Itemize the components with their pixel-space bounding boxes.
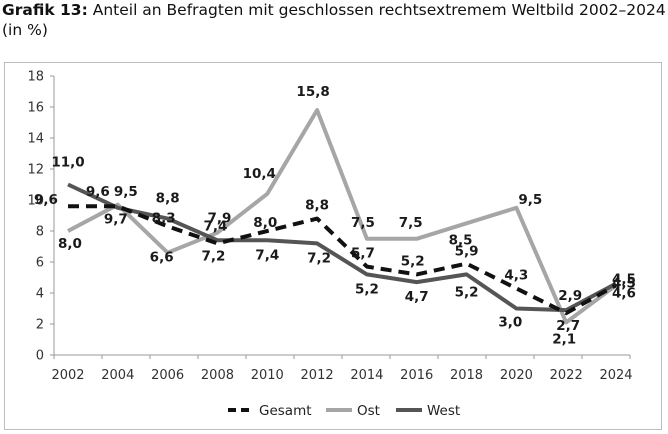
data-label-west: 7,2	[307, 250, 331, 266]
chart-subtitle: (in %)	[2, 21, 48, 39]
y-tick-label: 0	[36, 349, 44, 364]
data-label-gesamt: 5,7	[351, 246, 375, 262]
x-tick-label: 2004	[101, 368, 134, 383]
data-label-ost: 10,4	[243, 166, 276, 182]
data-label-gesamt: 7,2	[201, 248, 225, 264]
x-tick-label: 2010	[251, 368, 284, 383]
x-tick-label: 2012	[301, 368, 334, 383]
y-tick-label: 10	[27, 194, 44, 209]
data-label-ost: 2,1	[552, 331, 576, 347]
data-label-ost: 4,5	[612, 275, 636, 291]
data-label-ost: 9,7	[104, 212, 128, 228]
y-tick-label: 8	[36, 225, 44, 240]
series-line-gesamt	[68, 204, 617, 316]
x-tick-label: 2008	[201, 368, 234, 383]
data-label-west: 7,4	[203, 218, 227, 234]
data-label-ost: 7,5	[399, 215, 423, 231]
x-tick-label: 2022	[550, 368, 583, 383]
y-tick-label: 16	[27, 101, 44, 116]
y-tick-label: 6	[36, 256, 44, 271]
data-label-ost: 7,5	[351, 215, 375, 231]
x-tick-label: 2014	[350, 368, 383, 383]
data-label-west: 9,5	[114, 184, 138, 200]
data-label-ost: 8,5	[449, 232, 473, 248]
data-label-gesamt: 8,3	[152, 210, 176, 226]
x-tick-label: 2020	[500, 368, 533, 383]
data-label-gesamt: 9,6	[86, 184, 110, 200]
x-tick-label: 2018	[450, 368, 483, 383]
data-label-ost: 7,9	[207, 211, 231, 227]
legend-label-gesamt: Gesamt	[259, 403, 312, 419]
data-label-west: 5,2	[355, 281, 379, 297]
data-label-west: 4,7	[405, 289, 429, 305]
data-label-gesamt: 4,5	[612, 271, 636, 287]
x-tick-label: 2002	[51, 368, 84, 383]
data-label-ost: 9,5	[518, 192, 542, 208]
legend-label-west: West	[427, 403, 460, 419]
series-line-ost	[67, 108, 618, 325]
series-layer	[67, 108, 618, 325]
data-label-layer: 9,6 9,6 8,3 7,2 8,0 8,8 5,7 5,2 5,9 4,3 2,7 4,5 8,0 9…	[34, 84, 636, 347]
data-label-gesamt: 2,7	[556, 318, 580, 334]
legend: Gesamt Ost West	[228, 403, 460, 419]
data-label-west: 7,4	[255, 247, 279, 263]
data-label-ost: 6,6	[150, 250, 174, 266]
data-label-west: 5,2	[455, 284, 479, 300]
y-tick-label: 14	[27, 132, 44, 147]
data-label-gesamt: 5,9	[455, 244, 479, 260]
chart-frame	[4, 62, 662, 430]
y-tick-label: 18	[27, 70, 44, 85]
x-tick-label: 2006	[151, 368, 184, 383]
legend-label-ost: Ost	[357, 403, 380, 419]
data-label-ost: 8,0	[58, 236, 82, 252]
title-text: Anteil an Befragten mit geschlossen rech…	[87, 1, 666, 19]
data-label-west: 2,9	[558, 288, 582, 304]
data-label-ost: 15,8	[296, 84, 329, 100]
chart-title: Grafik 13: Anteil an Befragten mit gesch…	[2, 0, 666, 40]
data-label-west: 3,0	[498, 315, 522, 331]
data-label-gesamt: 8,0	[253, 215, 277, 231]
y-tick-label: 12	[27, 163, 44, 178]
data-label-west: 4,6	[612, 286, 636, 302]
title-prefix: Grafik 13:	[2, 1, 88, 19]
data-label-gesamt: 9,6	[34, 192, 58, 208]
series-line-west	[67, 182, 617, 313]
data-label-gesamt: 8,8	[305, 198, 329, 214]
data-label-west: 11,0	[51, 155, 84, 171]
y-tick-label: 2	[36, 318, 44, 333]
y-tick-label: 4	[36, 287, 44, 302]
axis-layer: 0 2 4 6 8 10 12 14 16 18 2002 2004 2006 2008 2010 2012 2…	[27, 70, 632, 384]
data-label-west: 8,8	[156, 191, 180, 207]
data-label-gesamt: 4,3	[504, 267, 528, 283]
x-tick-label: 2016	[400, 368, 433, 383]
x-tick-label: 2024	[599, 368, 632, 383]
data-label-gesamt: 5,2	[401, 253, 425, 269]
